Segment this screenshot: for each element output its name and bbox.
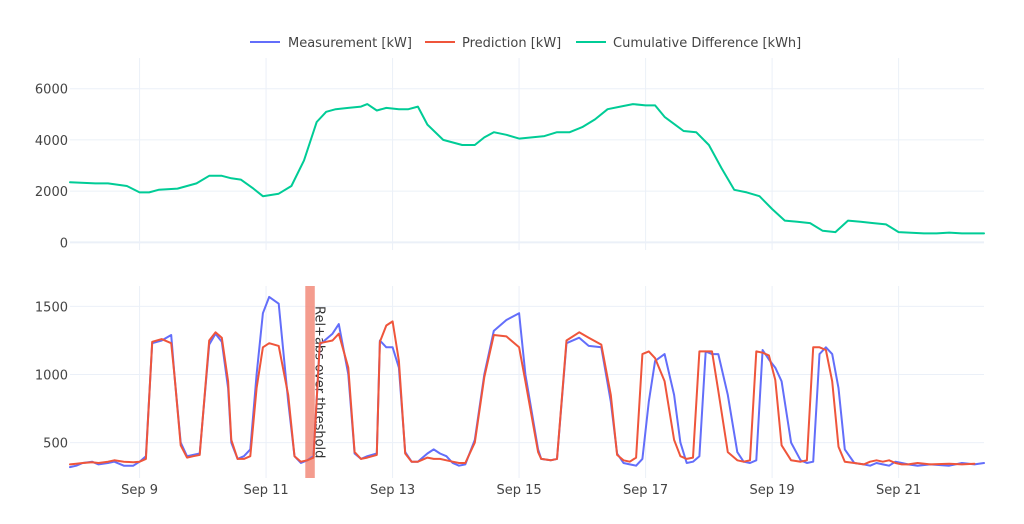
bottom-panel-y-ticks: 500 1000 1500 [35,300,68,451]
legend-label-measurement: Measurement [kW] [288,36,412,51]
bottom-y-tick-label: 1000 [35,369,68,384]
bottom-panel: 500 1000 1500 Rel+abs over threshold [35,286,985,478]
series-line-cumulative-difference [69,103,985,235]
threshold-annotation: Rel+abs over threshold [305,286,326,478]
legend[interactable]: Measurement [kW] Prediction [kW] Cumulat… [250,36,801,51]
bottom-y-tick-label: 500 [43,437,68,452]
x-tick-label: Sep 11 [243,483,288,498]
threshold-band [305,286,315,478]
x-tick-label: Sep 15 [496,483,541,498]
legend-entry-measurement[interactable]: Measurement [kW] [250,36,412,51]
top-panel: 0 2000 4000 6000 [35,58,985,252]
x-axis-ticks: Sep 9 Sep 11 Sep 13 Sep 15 Sep 17 Sep 19 Sep 2… [121,483,921,498]
top-y-tick-label: 0 [60,236,68,251]
x-tick-label: Sep 19 [750,483,795,498]
bottom-panel-series [69,295,985,469]
legend-label-cumulative: Cumulative Difference [kWh] [613,36,801,51]
top-y-tick-label: 4000 [35,134,68,149]
threshold-annotation-label: Rel+abs over threshold [311,306,326,458]
legend-entry-prediction[interactable]: Prediction [kW] [425,36,561,51]
top-panel-grid [70,58,984,250]
x-tick-label: Sep 9 [121,483,158,498]
legend-entry-cumulative[interactable]: Cumulative Difference [kWh] [576,36,801,51]
x-tick-label: Sep 17 [623,483,668,498]
top-y-tick-label: 2000 [35,185,68,200]
x-tick-label: Sep 13 [370,483,415,498]
legend-label-prediction: Prediction [kW] [462,36,561,51]
top-y-tick-label: 6000 [35,83,68,98]
series-line-prediction [69,320,976,466]
x-tick-label: Sep 21 [876,483,921,498]
top-panel-y-ticks: 0 2000 4000 6000 [35,83,68,252]
top-panel-series [69,103,985,235]
bottom-y-tick-label: 1500 [35,300,68,315]
series-line-measurement [69,295,985,469]
